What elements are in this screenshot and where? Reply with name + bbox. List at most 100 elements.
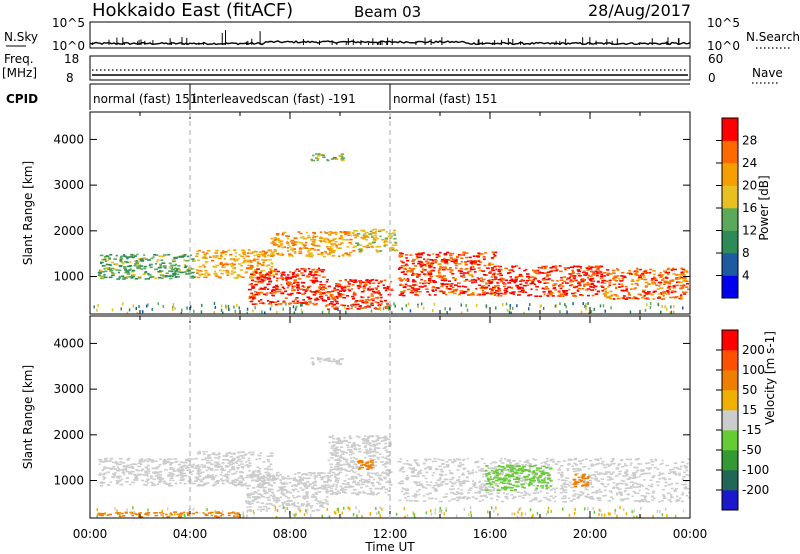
data-cell	[473, 278, 476, 281]
data-cell	[125, 256, 130, 258]
data-cell	[562, 490, 565, 493]
data-cell	[618, 283, 621, 285]
data-cell	[199, 484, 203, 486]
data-cell	[316, 269, 319, 271]
data-cell	[276, 500, 281, 502]
data-cell	[584, 486, 587, 489]
data-cell	[433, 457, 437, 460]
data-cell	[302, 495, 307, 497]
data-cell	[543, 277, 546, 279]
data-cell	[237, 257, 240, 260]
data-cell	[296, 300, 300, 303]
data-cell	[202, 453, 206, 455]
data-cell	[163, 482, 168, 484]
data-cell	[292, 305, 295, 309]
data-cell	[326, 278, 329, 281]
data-cell	[237, 455, 240, 458]
data-cell	[412, 258, 416, 261]
data-cell	[588, 278, 592, 280]
data-cell	[589, 285, 592, 288]
data-cell	[496, 492, 501, 494]
data-cell	[222, 266, 226, 268]
data-cell	[335, 302, 339, 305]
data-cell	[556, 280, 559, 282]
data-cell	[203, 266, 206, 268]
data-cell	[281, 503, 284, 506]
data-cell	[163, 276, 166, 278]
data-cell	[379, 300, 384, 303]
data-cell	[398, 294, 402, 296]
data-cell	[384, 237, 388, 240]
data-cell	[147, 482, 150, 484]
data-cell	[284, 290, 288, 293]
data-cell	[372, 231, 376, 234]
data-cell	[384, 437, 388, 440]
data-cell	[381, 456, 385, 459]
data-cell	[369, 288, 374, 291]
data-cell	[250, 493, 254, 495]
data-cell	[593, 266, 597, 269]
data-cell	[274, 250, 277, 252]
data-cell	[482, 470, 487, 472]
data-cell	[344, 239, 348, 241]
data-cell	[382, 439, 386, 442]
data-cell	[155, 467, 159, 470]
data-cell	[373, 291, 377, 294]
data-cell	[292, 484, 297, 487]
data-cell	[439, 276, 444, 278]
data-cell	[540, 462, 543, 464]
data-cell	[174, 276, 177, 278]
data-cell	[682, 274, 686, 276]
data-cell	[492, 489, 496, 492]
data-cell	[583, 283, 587, 286]
data-cell	[359, 249, 364, 252]
data-cell	[466, 496, 470, 499]
data-cell	[287, 244, 290, 246]
data-cell	[634, 297, 639, 300]
data-cell	[280, 240, 283, 243]
data-cell	[293, 241, 297, 243]
data-cell	[477, 253, 481, 256]
data-cell	[524, 464, 528, 466]
data-cell	[254, 269, 259, 271]
data-cell	[248, 451, 252, 454]
data-cell	[439, 290, 443, 293]
data-cell	[324, 238, 328, 241]
data-cell	[439, 474, 444, 477]
data-cell	[625, 296, 630, 299]
data-cell	[169, 484, 174, 487]
data-cell	[360, 236, 364, 239]
data-cell	[338, 279, 342, 282]
data-cell	[282, 478, 285, 480]
data-cell	[268, 259, 272, 261]
data-cell	[112, 465, 116, 468]
data-cell	[297, 482, 301, 485]
data-cell	[333, 459, 338, 461]
data-cell	[567, 497, 571, 500]
data-cell	[619, 498, 623, 501]
data-cell	[311, 241, 316, 243]
data-cell	[432, 280, 436, 282]
data-cell	[124, 270, 128, 272]
data-cell	[326, 304, 330, 306]
data-cell	[615, 295, 619, 297]
data-cell	[449, 285, 453, 287]
data-cell	[517, 290, 522, 293]
data-cell	[117, 470, 120, 472]
data-cell	[327, 291, 332, 294]
data-cell	[534, 471, 539, 474]
data-cell	[324, 488, 329, 491]
data-cell	[540, 267, 543, 269]
data-cell	[461, 481, 465, 483]
data-cell	[367, 435, 371, 438]
data-cell	[132, 256, 135, 259]
data-cell	[207, 273, 211, 276]
data-cell	[171, 473, 175, 476]
data-cell	[419, 291, 422, 293]
data-cell	[607, 500, 612, 502]
colorbar-tick-label: 24	[742, 156, 757, 170]
data-cell	[523, 284, 527, 287]
data-cell	[538, 468, 541, 471]
data-cell	[114, 468, 118, 470]
data-cell	[591, 491, 594, 494]
